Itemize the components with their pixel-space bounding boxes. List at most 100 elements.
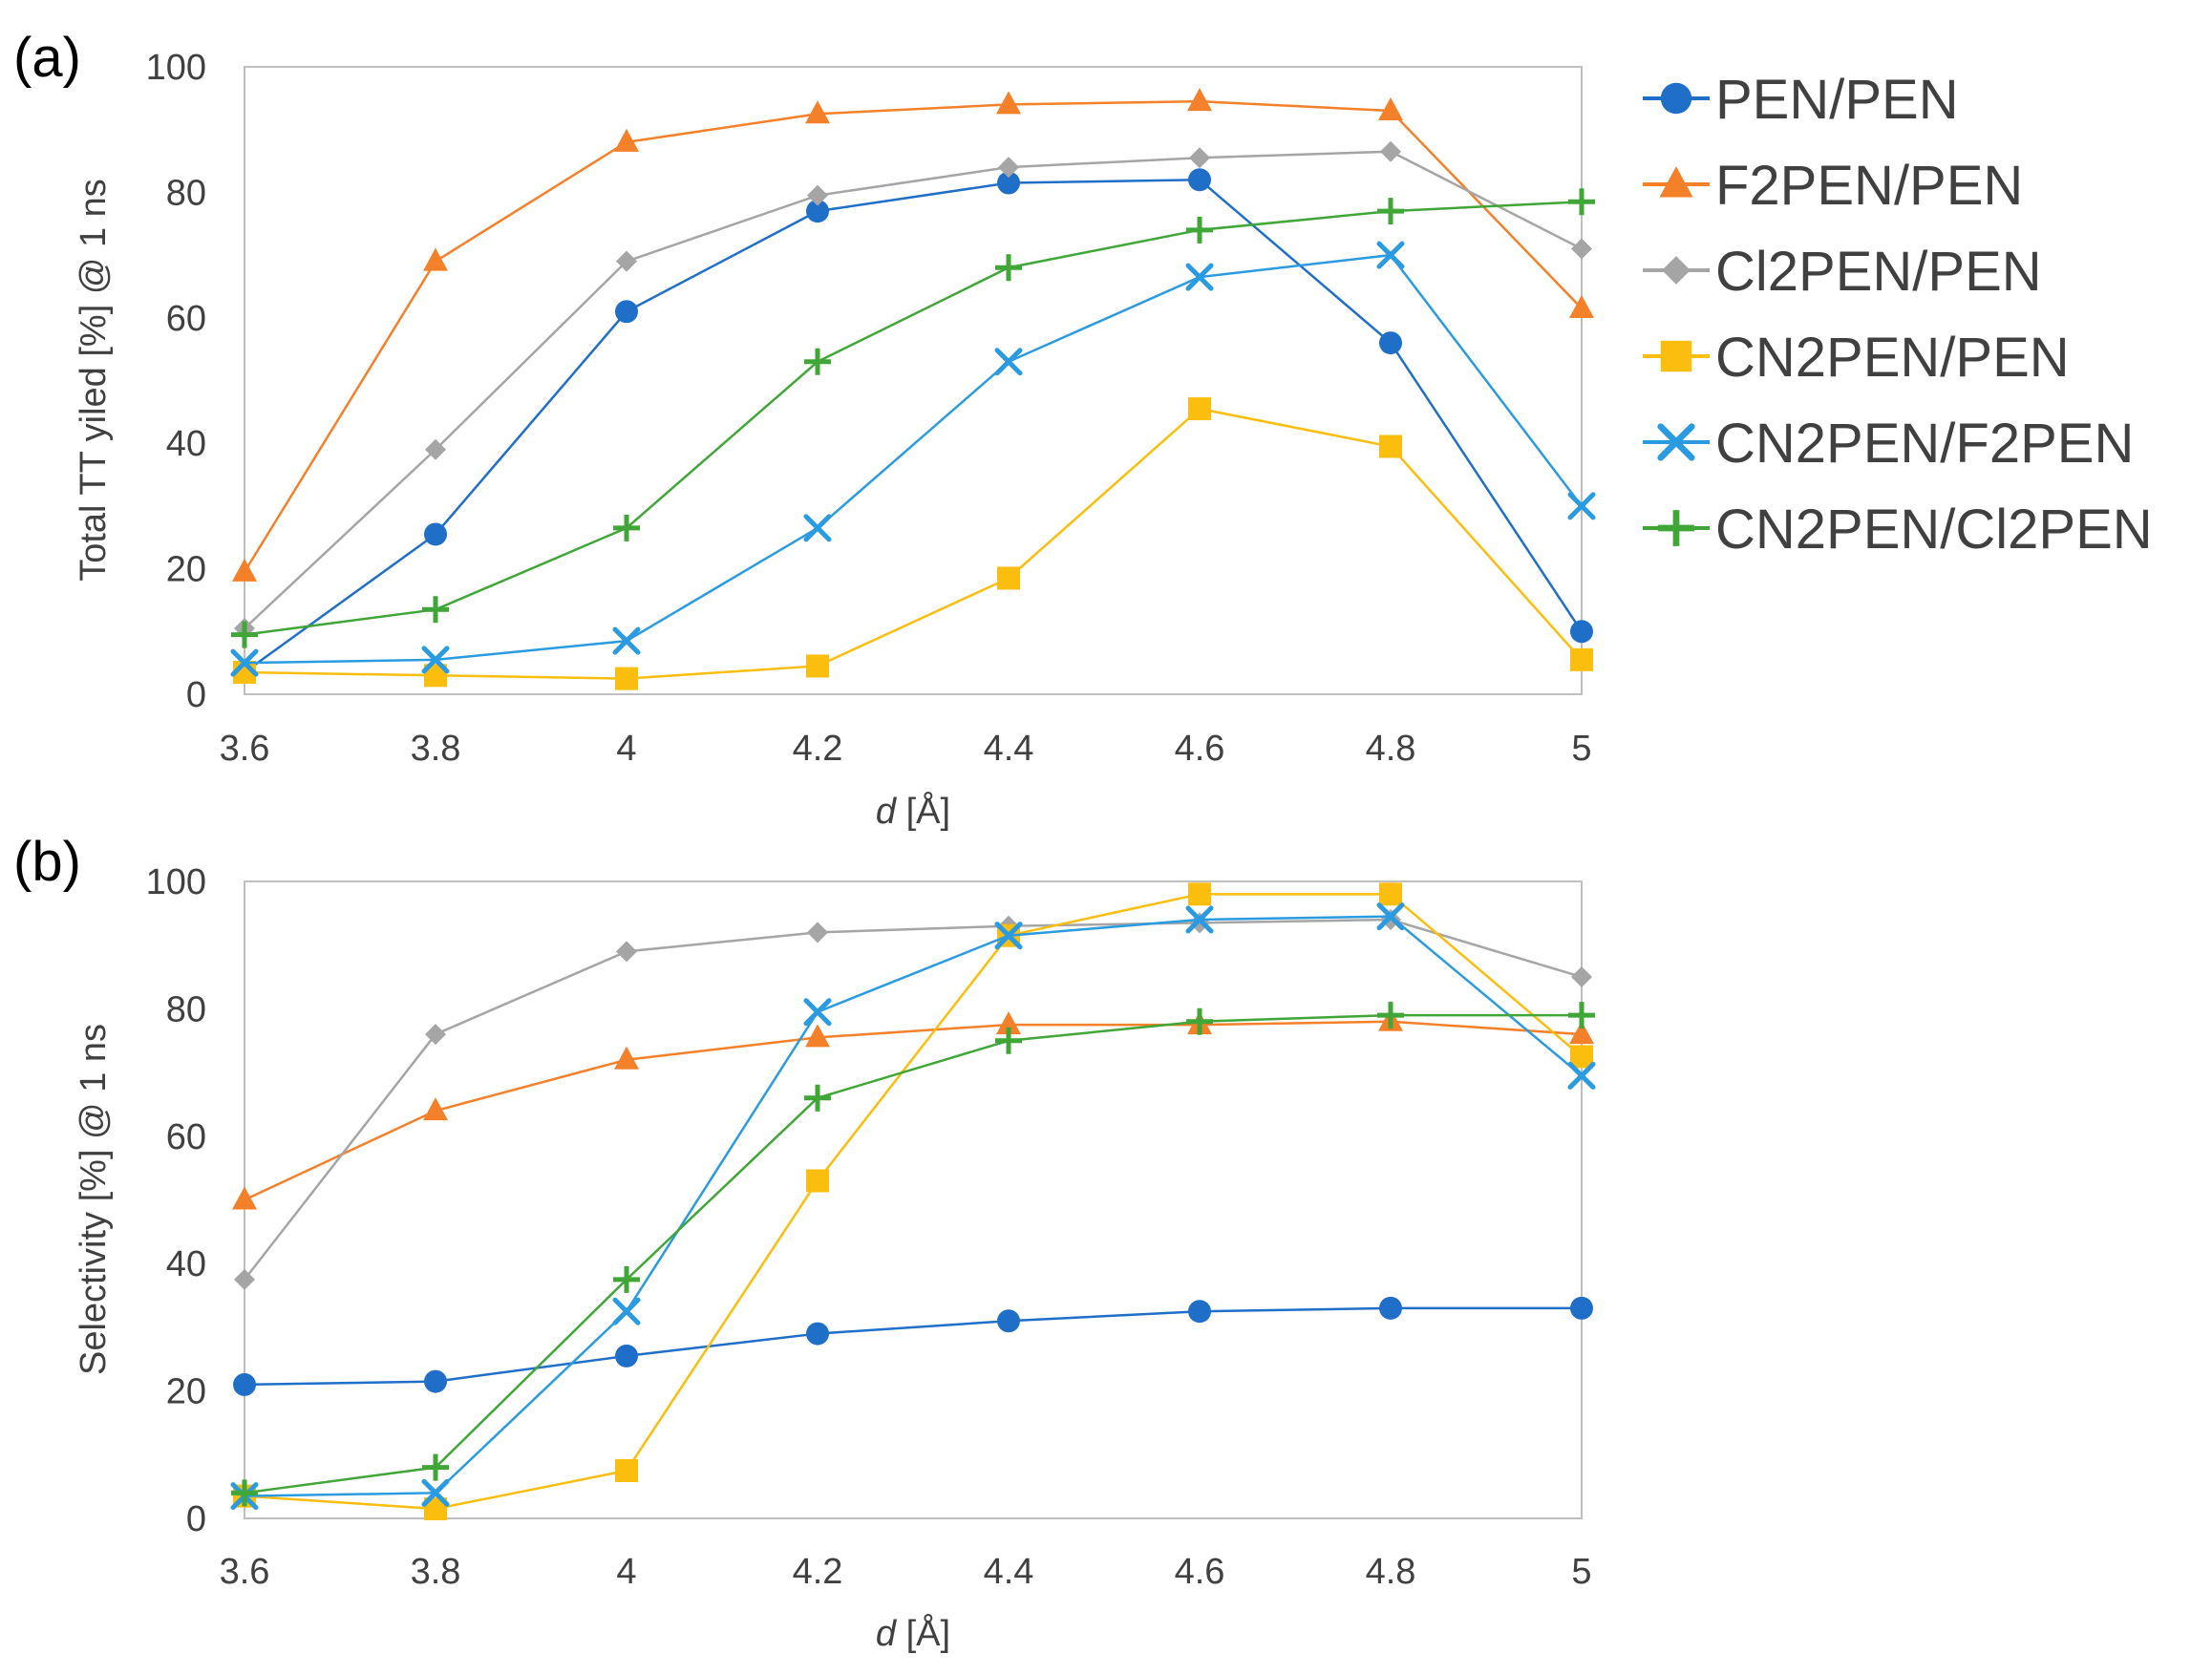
- panel-a-series-line-cn2pen-pen: [244, 407, 1583, 680]
- panel-a-y-tick-label: 80: [166, 173, 206, 213]
- legend-diamond-icon: [1662, 256, 1691, 285]
- panel-a-data-point-cl2pen-pen: [616, 250, 637, 272]
- panel-b-series-line-pen-pen: [244, 1306, 1582, 1387]
- panel-a-x-tick-label: 4.8: [1366, 729, 1416, 769]
- panel-a-y-tick-label: 0: [186, 675, 206, 715]
- panel-a-data-point-cn2pen-f2pen: [612, 626, 641, 655]
- panel-a-data-point-f2pen-pen: [996, 91, 1021, 115]
- panel-a-data-point-cn2pen-pen: [615, 667, 638, 690]
- panel-a-x-tick-label: 5: [1571, 729, 1591, 769]
- panel-b-plot-frame: [244, 880, 1583, 1519]
- panel-a-data-point-cn2pen-pen: [1188, 397, 1211, 421]
- panel-a-data-point-cn2pen-cl2pen: [231, 621, 258, 648]
- panel-b-data-point-pen-pen: [1570, 1296, 1593, 1320]
- panel-a-x-tick-label: 4.4: [984, 729, 1034, 769]
- panel-b-data-point-cn2pen-cl2pen: [1377, 1002, 1404, 1029]
- panel-b-data-point-pen-pen: [424, 1369, 447, 1393]
- panel-a-data-point-cn2pen-cl2pen: [1186, 216, 1213, 244]
- panel-a-data-point-cn2pen-f2pen: [421, 646, 450, 674]
- panel-a-series: [230, 88, 1596, 690]
- panel-b-y-tick-label: 20: [166, 1372, 206, 1412]
- panel-a-data-point-pen-pen: [806, 200, 829, 223]
- panel-b-data-point-pen-pen: [233, 1372, 256, 1396]
- panel-a-data-point-cn2pen-pen: [997, 566, 1020, 590]
- panel-a-data-point-cl2pen-pen: [425, 438, 446, 460]
- panel-a-data-point-cn2pen-pen: [1379, 435, 1402, 458]
- panel-a-x-tick-label: 4.6: [1175, 729, 1225, 769]
- panel-b-series-line-cn2pen-f2pen: [244, 915, 1583, 1497]
- panel-b-data-point-cn2pen-cl2pen: [1186, 1007, 1213, 1035]
- panel-a-data-point-cl2pen-pen: [998, 157, 1019, 179]
- panel-a-series-line-cl2pen-pen: [244, 150, 1583, 629]
- panel-a-data-point-cn2pen-cl2pen: [1377, 198, 1404, 225]
- panel-b-x-tick-label: 3.6: [220, 1552, 270, 1592]
- panel-a-data-point-cn2pen-f2pen: [803, 514, 832, 542]
- panel-b-label: (b): [13, 831, 81, 893]
- panel-a-data-point-pen-pen: [1188, 168, 1211, 192]
- panel-b-x-tick-label: 4: [616, 1552, 636, 1592]
- panel-b: (b) 0 20 40 60 80 100 3.6 3.8 4 4.2 4.4 4.6 4.8 5 Se…: [13, 831, 1596, 1654]
- panel-b-data-point-cl2pen-pen: [1571, 966, 1592, 988]
- legend-label-cl2pen-pen: Cl2PEN/PEN: [1715, 241, 2042, 303]
- panel-a-y-tick-label: 40: [166, 424, 206, 464]
- panel-b-y-tick-label: 40: [166, 1244, 206, 1284]
- panel-a-series-line-f2pen-pen: [243, 99, 1583, 573]
- panel-a-data-point-cn2pen-f2pen: [1567, 492, 1596, 520]
- panel-b-data-point-cn2pen-pen: [806, 1169, 829, 1193]
- panel-b-series-line-f2pen-pen: [244, 1020, 1583, 1201]
- panel-a-x-tick-label: 4: [616, 729, 636, 769]
- panel-b-series-line-cn2pen-cl2pen: [244, 1013, 1582, 1495]
- panel-a-x-tick-label: 4.2: [793, 729, 843, 769]
- legend-square-icon: [1660, 340, 1692, 372]
- panel-b-x-axis-variable: d: [876, 1614, 898, 1654]
- panel-b-data-point-cn2pen-f2pen: [994, 922, 1023, 950]
- panel-a-data-point-cl2pen-pen: [1571, 238, 1592, 260]
- panel-b-data-point-pen-pen: [806, 1322, 829, 1346]
- legend-triangle-icon: [1659, 166, 1693, 198]
- panel-b-data-point-cn2pen-f2pen: [612, 1297, 641, 1325]
- panel-a-data-point-pen-pen: [615, 300, 638, 324]
- panel-b-x-tick-label: 5: [1571, 1552, 1591, 1592]
- panel-a-data-point-cl2pen-pen: [1189, 147, 1210, 169]
- legend: PEN/PEN F2PEN/PEN Cl2PEN/PEN CN2PEN/PEN CN2P…: [1643, 69, 2153, 561]
- panel-b-data-point-cn2pen-cl2pen: [613, 1265, 640, 1293]
- panel-b-data-point-cn2pen-cl2pen: [231, 1479, 258, 1507]
- panel-b-series: [230, 882, 1596, 1520]
- panel-a-data-point-pen-pen: [1379, 331, 1402, 355]
- panel-b-data-point-cn2pen-f2pen: [1185, 905, 1214, 934]
- panel-b-data-point-f2pen-pen: [1569, 1021, 1594, 1045]
- panel-a-data-point-cn2pen-f2pen: [994, 348, 1023, 376]
- panel-b-x-tick-label: 4.6: [1175, 1552, 1225, 1592]
- panel-a-data-point-cn2pen-f2pen: [230, 648, 259, 677]
- panel-a-plot-frame: [244, 66, 1583, 695]
- panel-a-data-point-f2pen-pen: [232, 558, 257, 582]
- legend-label-cn2pen-pen: CN2PEN/PEN: [1715, 327, 2070, 389]
- panel-a-data-point-f2pen-pen: [1187, 88, 1212, 112]
- panel-b-data-point-cn2pen-pen: [1379, 882, 1402, 906]
- panel-b-x-axis-unit: [Å]: [896, 1612, 950, 1654]
- legend-label-cn2pen-cl2pen: CN2PEN/Cl2PEN: [1715, 498, 2153, 561]
- panel-b-data-point-cn2pen-pen: [615, 1458, 638, 1482]
- panel-b-y-axis-title: Selectivity [%] @ 1 ns: [74, 1024, 114, 1375]
- panel-a-series-line-cn2pen-f2pen: [244, 253, 1583, 665]
- panel-b-data-point-cn2pen-pen: [1188, 882, 1211, 906]
- panel-b-data-point-pen-pen: [997, 1309, 1020, 1333]
- panel-b-data-point-f2pen-pen: [423, 1097, 448, 1121]
- legend-label-f2pen-pen: F2PEN/PEN: [1715, 155, 2023, 217]
- panel-a-x-tick-label: 3.6: [220, 729, 270, 769]
- panel-a-y-tick-label: 20: [166, 550, 206, 590]
- panel-b-data-point-cn2pen-pen: [1570, 1045, 1593, 1069]
- panel-b-data-point-cn2pen-cl2pen: [804, 1084, 831, 1112]
- panel-a-data-point-pen-pen: [1570, 620, 1593, 644]
- panel-b-data-point-f2pen-pen: [614, 1046, 639, 1070]
- panel-b-data-point-f2pen-pen: [805, 1024, 830, 1048]
- panel-b-data-point-cn2pen-cl2pen: [422, 1453, 449, 1481]
- panel-b-y-tick-label: 60: [166, 1117, 206, 1157]
- panel-b-data-point-cl2pen-pen: [234, 1268, 255, 1290]
- panel-b-series-line-cl2pen-pen: [244, 918, 1583, 1281]
- panel-a-y-tick-label: 60: [166, 299, 206, 339]
- legend-label-cn2pen-f2pen: CN2PEN/F2PEN: [1715, 413, 2134, 475]
- panel-a-data-point-f2pen-pen: [1378, 96, 1403, 120]
- panel-a-data-point-cn2pen-pen: [806, 654, 829, 678]
